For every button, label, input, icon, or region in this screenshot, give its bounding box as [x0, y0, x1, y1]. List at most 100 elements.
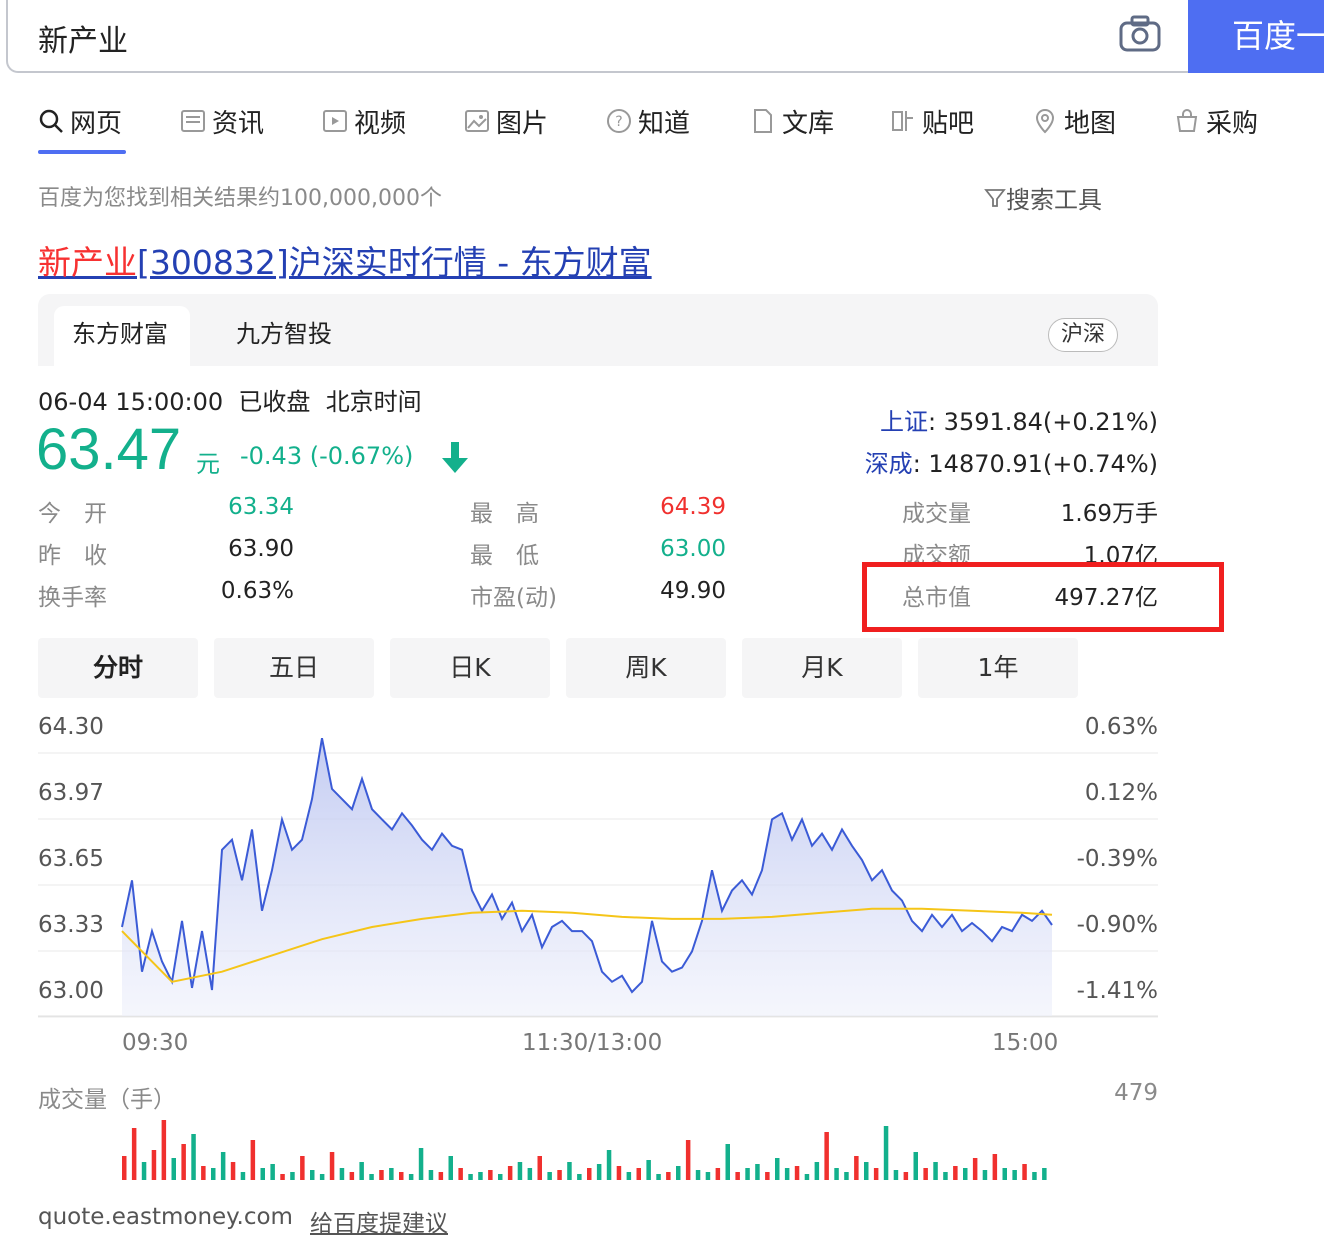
- tab-news[interactable]: 资讯: [180, 96, 264, 146]
- volume-bar: [418, 1148, 424, 1180]
- market-badge: 沪深: [1048, 318, 1119, 352]
- volume-bar: [676, 1166, 681, 1180]
- shop-icon: [1176, 109, 1198, 132]
- volume-bar: [834, 1168, 839, 1180]
- search-tools-label: 搜索工具: [1006, 186, 1102, 214]
- y-tick-right: -0.90%: [1076, 912, 1158, 938]
- volume-bar: [478, 1172, 483, 1180]
- period-tab-monthly-k[interactable]: 月K: [742, 638, 902, 698]
- x-tick: 09:30: [122, 1030, 189, 1056]
- news-icon: [181, 110, 205, 132]
- y-tick-right: 0.12%: [1084, 780, 1158, 806]
- volume-bar: [438, 1172, 444, 1180]
- y-tick-right: 0.63%: [1084, 714, 1158, 740]
- index-shenzhen[interactable]: 深成: 14870.91(+0.74%): [865, 444, 1158, 479]
- volume-bar: [567, 1162, 572, 1180]
- tab-video[interactable]: 视频: [322, 96, 406, 146]
- tab-label: 贴吧: [922, 108, 975, 139]
- volume-bar: [260, 1168, 265, 1180]
- volume-bar: [725, 1144, 730, 1180]
- index-shanghai[interactable]: 上证: 3591.84(+0.21%): [880, 402, 1158, 437]
- volume-bar: [943, 1172, 948, 1180]
- volume-bar: [933, 1162, 938, 1180]
- period-tab-intraday[interactable]: 分时: [38, 638, 198, 698]
- volume-bar: [537, 1156, 542, 1180]
- result-title-link[interactable]: 新产业[300832]沪深实时行情 - 东方财富: [38, 236, 652, 284]
- volume-bar: [517, 1162, 523, 1180]
- annotation-highlight-box: [862, 562, 1224, 632]
- price-line: [121, 738, 1053, 994]
- volume-bar: [646, 1160, 651, 1180]
- y-tick-right: -0.39%: [1076, 846, 1158, 872]
- volume-chart: [122, 1120, 1047, 1180]
- average-price-line: [121, 907, 1053, 983]
- volume-bar: [824, 1132, 829, 1180]
- volume-bar: [705, 1172, 711, 1180]
- tab-tieba[interactable]: 贴吧: [890, 96, 974, 146]
- volume-bar: [220, 1152, 226, 1180]
- search-icon: [39, 109, 63, 133]
- camera-icon[interactable]: [1118, 14, 1162, 54]
- y-tick-left: 63.97: [38, 780, 104, 806]
- price-change: -0.43 (-0.67%): [240, 442, 414, 470]
- period-tab-1year[interactable]: 1年: [918, 638, 1078, 698]
- period-tab-5day[interactable]: 五日: [214, 638, 374, 698]
- volume-bar: [468, 1174, 473, 1180]
- volume-bar: [864, 1162, 869, 1180]
- volume-bar: [1032, 1172, 1037, 1180]
- quote-datetime: 06-04 15:00:00 已收盘 北京时间: [38, 382, 422, 417]
- volume-bar: [250, 1140, 256, 1180]
- tab-zhidao[interactable]: ? 知道: [606, 96, 690, 146]
- search-input[interactable]: 新产业: [38, 24, 128, 59]
- volume-bar: [755, 1164, 760, 1180]
- current-price: 63.47: [36, 417, 182, 482]
- volume-bar: [893, 1170, 899, 1180]
- volume-bar: [775, 1158, 780, 1180]
- volume-bar: [883, 1126, 889, 1180]
- volume-bar: [359, 1162, 364, 1180]
- search-tools-button[interactable]: 搜索工具: [984, 180, 1102, 215]
- volume-bar: [913, 1152, 918, 1180]
- document-icon: [754, 109, 772, 133]
- tab-label: 文库: [782, 108, 835, 139]
- market-status: 已收盘: [238, 388, 311, 416]
- volume-bar: [963, 1168, 968, 1180]
- volume-bar: [844, 1172, 849, 1180]
- tab-map[interactable]: 地图: [1032, 96, 1116, 146]
- tab-eastmoney[interactable]: 东方财富: [54, 306, 190, 366]
- volume-bar: [1012, 1170, 1017, 1180]
- volume-bar: [428, 1170, 434, 1180]
- search-button[interactable]: 百度一: [1188, 0, 1324, 73]
- search-box[interactable]: 新产业: [6, 0, 1190, 73]
- pe-label: 市盈(动): [470, 585, 557, 611]
- volume-bar: [695, 1170, 701, 1180]
- tab-label: 图片: [496, 108, 549, 139]
- tab-web[interactable]: 网页: [38, 96, 122, 146]
- volume-bar: [873, 1168, 879, 1180]
- volume-bar: [161, 1120, 167, 1180]
- x-tick: 15:00: [992, 1030, 1059, 1056]
- volume-bar: [596, 1164, 602, 1180]
- tab-images[interactable]: 图片: [464, 96, 548, 146]
- index-value: : 3591.84(+0.21%): [927, 408, 1158, 436]
- volume-bar: [181, 1144, 186, 1180]
- source-url[interactable]: quote.eastmoney.com: [38, 1204, 293, 1230]
- tab-label: 网页: [70, 108, 123, 139]
- period-tab-weekly-k[interactable]: 周K: [566, 638, 726, 698]
- tab-purchase[interactable]: 采购: [1174, 96, 1258, 146]
- feedback-link[interactable]: 给百度提建议: [310, 1211, 448, 1237]
- tab-jiufang[interactable]: 九方智投: [236, 320, 332, 348]
- tab-wenku[interactable]: 文库: [750, 96, 834, 146]
- volume-bar: [735, 1172, 740, 1180]
- question-icon: ?: [607, 109, 631, 133]
- volume-bar: [310, 1170, 315, 1180]
- high-label: 最 高: [470, 501, 539, 527]
- volume-bar: [240, 1172, 246, 1180]
- volume-bar: [211, 1168, 216, 1180]
- volume-bar: [507, 1166, 513, 1180]
- volume-bar: [685, 1140, 691, 1180]
- intraday-price-chart[interactable]: [38, 718, 1158, 1024]
- period-tab-daily-k[interactable]: 日K: [390, 638, 550, 698]
- volume-bar: [1042, 1168, 1047, 1180]
- high-value: 64.39: [660, 494, 726, 520]
